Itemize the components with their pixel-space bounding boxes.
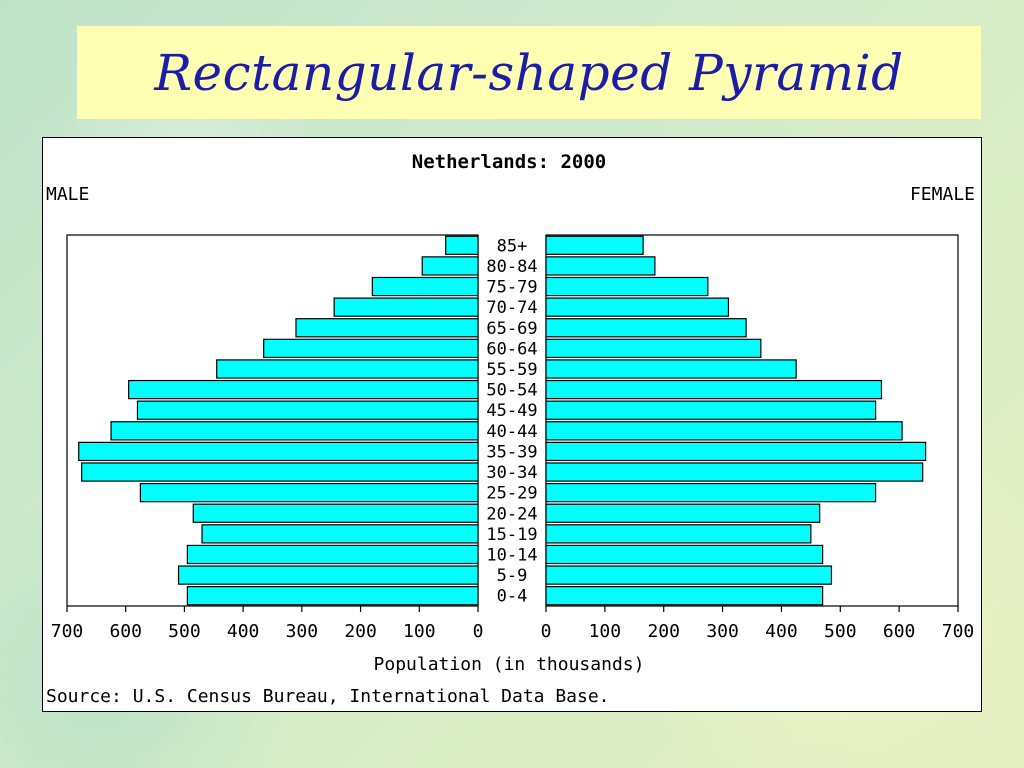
female-bar-65-69 bbox=[545, 318, 747, 338]
age-group-label: 45-49 bbox=[486, 401, 537, 421]
male-bar-80-84 bbox=[421, 256, 479, 276]
age-group-label: 25-29 bbox=[486, 484, 537, 504]
age-group-label: 55-59 bbox=[486, 360, 537, 380]
age-group-label: 75-79 bbox=[486, 278, 537, 298]
male-x-tick-label: 100 bbox=[403, 621, 436, 642]
male-bar-60-64 bbox=[263, 338, 479, 359]
age-group-label: 15-19 bbox=[486, 525, 537, 545]
female-bar-15-19 bbox=[545, 524, 812, 544]
female-plot-frame bbox=[545, 234, 959, 607]
source-note: Source: U.S. Census Bureau, Internationa… bbox=[46, 686, 610, 707]
male-bar-30-34 bbox=[81, 462, 479, 482]
male-x-tick-label: 500 bbox=[168, 621, 201, 642]
male-x-tick-label: 0 bbox=[473, 621, 484, 642]
age-group-label: 0-4 bbox=[497, 587, 528, 607]
male-bar-35-39 bbox=[78, 441, 479, 462]
age-group-label: 50-54 bbox=[486, 381, 537, 401]
male-x-tick-label: 300 bbox=[286, 621, 319, 642]
male-x-tick-label: 600 bbox=[109, 621, 142, 642]
age-group-label: 80-84 bbox=[486, 257, 537, 277]
male-bar-65-69 bbox=[295, 318, 479, 338]
male-bar-40-44 bbox=[110, 421, 479, 441]
age-group-label: 40-44 bbox=[486, 422, 537, 442]
slide-title-box: Rectangular-shaped Pyramid bbox=[77, 26, 981, 119]
female-x-tick-label: 500 bbox=[824, 621, 857, 642]
male-x-tick-label: 200 bbox=[344, 621, 377, 642]
male-bar-55-59 bbox=[216, 359, 479, 379]
male-bar-10-14 bbox=[186, 544, 479, 565]
male-bar-5-9 bbox=[177, 565, 479, 585]
male-bar-45-49 bbox=[136, 400, 479, 420]
age-group-label: 35-39 bbox=[486, 442, 537, 462]
age-group-label: 5-9 bbox=[497, 566, 528, 586]
female-bar-10-14 bbox=[545, 544, 824, 565]
female-bar-30-34 bbox=[545, 462, 924, 482]
female-bar-50-54 bbox=[545, 379, 883, 400]
female-x-tick-label: 400 bbox=[765, 621, 798, 642]
female-x-tick-label: 700 bbox=[942, 621, 975, 642]
female-bar-55-59 bbox=[545, 359, 797, 379]
age-group-label: 70-74 bbox=[486, 298, 537, 318]
male-bar-75-79 bbox=[371, 276, 479, 297]
age-group-label: 65-69 bbox=[486, 319, 537, 339]
female-bar-85+ bbox=[545, 235, 644, 255]
age-group-label: 85+ bbox=[497, 236, 528, 256]
chart-panel: Netherlands: 2000 MALE FEMALE Population… bbox=[42, 137, 982, 712]
female-x-tick-label: 0 bbox=[541, 621, 552, 642]
female-bar-45-49 bbox=[545, 400, 877, 420]
age-group-label: 60-64 bbox=[486, 339, 537, 359]
x-axis-label: Population (in thousands) bbox=[374, 654, 645, 675]
population-pyramid-chart: Netherlands: 2000 MALE FEMALE Population… bbox=[46, 151, 975, 707]
female-bar-0-4 bbox=[545, 586, 824, 606]
male-bar-15-19 bbox=[201, 524, 479, 544]
female-bar-75-79 bbox=[545, 276, 709, 297]
male-x-tick-label: 700 bbox=[51, 621, 84, 642]
male-x-tick-label: 400 bbox=[227, 621, 260, 642]
female-x-tick-label: 100 bbox=[589, 621, 622, 642]
male-bar-85+ bbox=[445, 235, 479, 255]
age-group-label: 20-24 bbox=[486, 504, 537, 524]
female-bar-70-74 bbox=[545, 297, 730, 317]
male-bar-50-54 bbox=[128, 379, 479, 400]
female-x-tick-label: 600 bbox=[883, 621, 916, 642]
male-bar-20-24 bbox=[192, 503, 479, 523]
male-label: MALE bbox=[46, 184, 89, 205]
chart-title: Netherlands: 2000 bbox=[412, 151, 606, 173]
male-bar-0-4 bbox=[186, 586, 479, 606]
female-bar-60-64 bbox=[545, 338, 762, 359]
slide-title: Rectangular-shaped Pyramid bbox=[154, 43, 904, 102]
female-bar-25-29 bbox=[545, 482, 877, 503]
male-bar-70-74 bbox=[333, 297, 479, 317]
female-x-tick-label: 300 bbox=[706, 621, 739, 642]
male-plot-frame bbox=[66, 234, 479, 607]
female-bar-5-9 bbox=[545, 565, 833, 585]
female-bar-80-84 bbox=[545, 256, 656, 276]
age-group-label: 30-34 bbox=[486, 463, 537, 483]
female-bar-35-39 bbox=[545, 441, 927, 462]
age-group-label: 10-14 bbox=[486, 545, 537, 565]
female-label: FEMALE bbox=[910, 184, 975, 205]
female-bar-20-24 bbox=[545, 503, 821, 523]
male-bar-25-29 bbox=[139, 482, 479, 503]
female-x-tick-label: 200 bbox=[647, 621, 680, 642]
female-bar-40-44 bbox=[545, 421, 903, 441]
